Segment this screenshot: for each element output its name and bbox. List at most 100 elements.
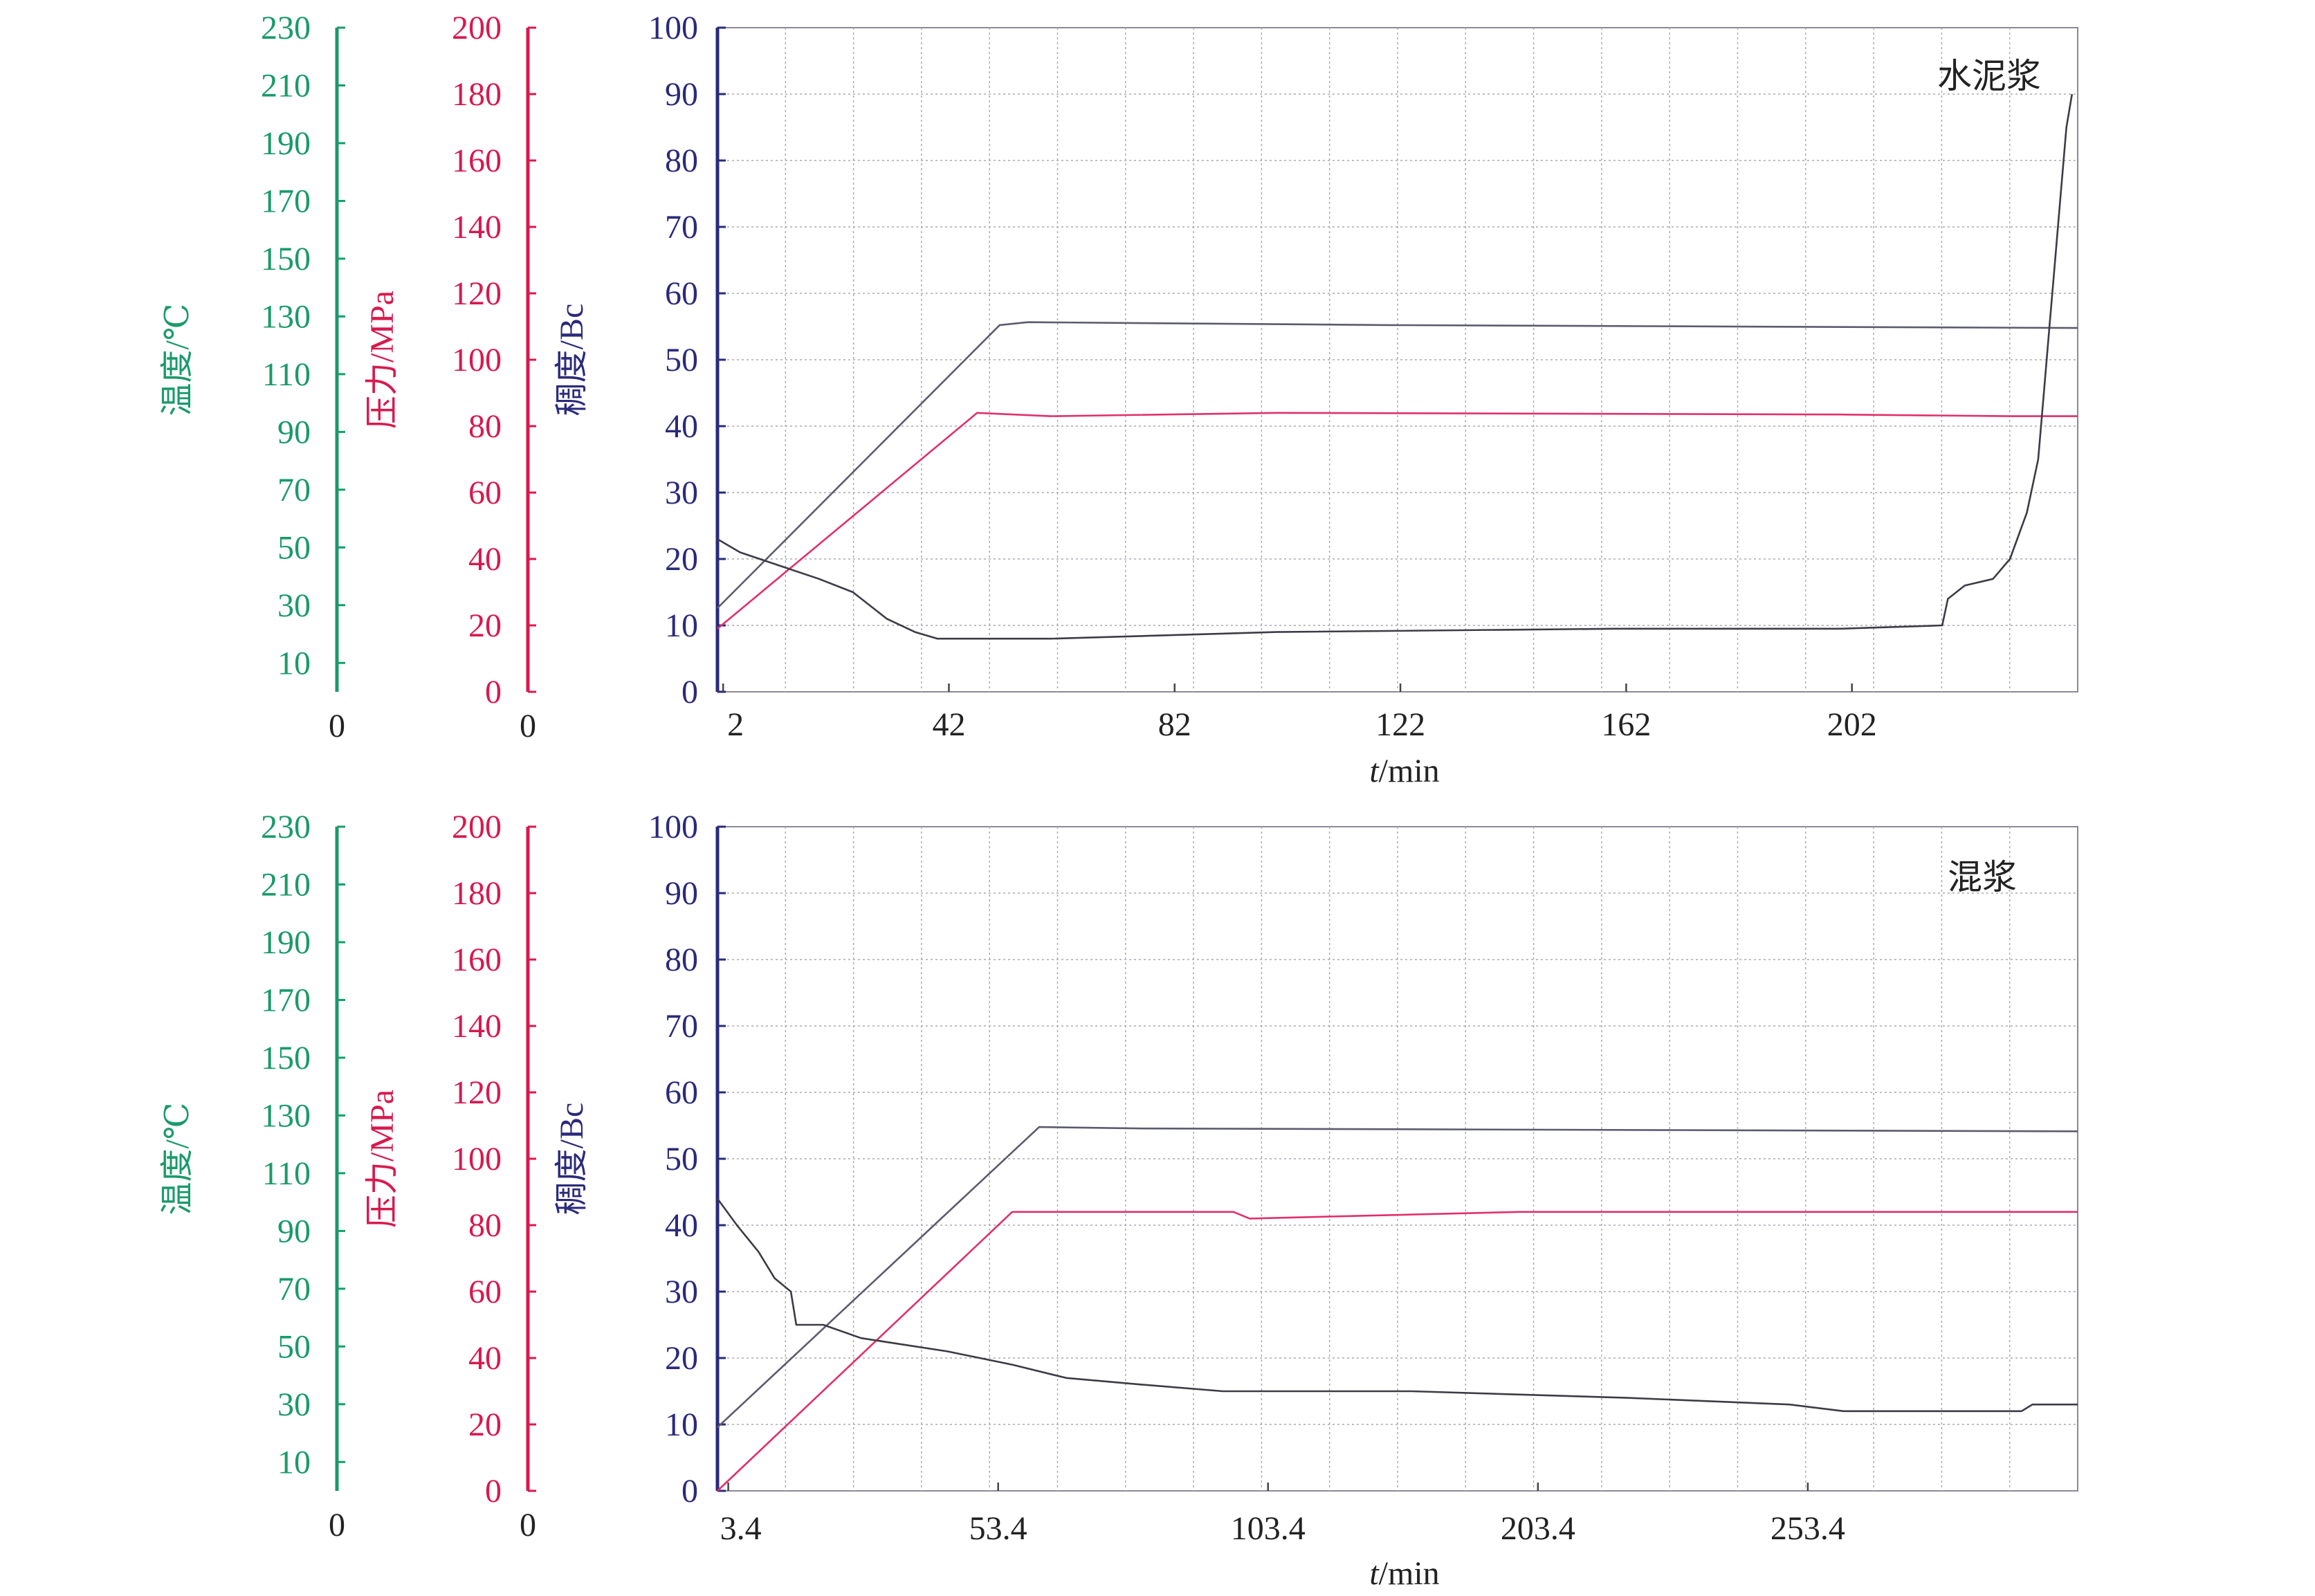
x-axis-tick-label: 202	[1827, 706, 1877, 743]
consistency-axis: 0 10 20 30 40 50 60 70 80 90 100	[648, 809, 726, 1510]
temperature-axis-tick-label: 90	[277, 414, 311, 450]
temperature-axis-tick-label: 70	[277, 1271, 311, 1308]
pressure-axis-min-label: 0	[520, 1507, 536, 1543]
temperature-axis-tick-label: 110	[262, 356, 311, 393]
temperature-axis-min-label: 0	[329, 708, 345, 744]
chart-title: 水泥浆	[1937, 57, 2041, 95]
pressure-axis-tick-label: 20	[468, 607, 502, 644]
x-axis-title-unit: /min	[1379, 1555, 1440, 1592]
chart-title: 混浆	[1948, 858, 2017, 897]
temperature-axis-tick-label: 150	[261, 241, 311, 277]
pressure-axis-tick-label: 180	[452, 875, 502, 912]
temperature-series-line	[717, 321, 2078, 609]
x-axis-tick-label: 103.4	[1231, 1510, 1306, 1547]
pressure-axis-tick-label: 20	[468, 1406, 502, 1443]
consistency-axis-tick-label: 100	[648, 809, 698, 845]
pressure-axis: 0 20 40 60 80 100 120 140 160 180 200 0	[452, 809, 536, 1543]
x-axis-tick-label: 253.4	[1770, 1510, 1845, 1547]
consistency-axis-title: 稠度/Bc	[553, 1103, 590, 1216]
x-axis-tick-label: 122	[1375, 706, 1425, 743]
consistency-axis-tick-label: 0	[681, 674, 698, 710]
x-axis-title-var: t	[1369, 1555, 1380, 1592]
chart-panel-1: 1030507090110130150170190210230002040608…	[159, 10, 2078, 789]
x-axis-tick-label: 42	[932, 706, 965, 743]
consistency-axis-tick-label: 40	[665, 1207, 698, 1244]
pressure-axis-tick-label: 120	[452, 275, 502, 312]
pressure-axis-title: 压力/MPa	[364, 291, 401, 429]
temperature-axis-tick-label: 50	[277, 1328, 311, 1365]
pressure-series-line	[717, 412, 2078, 630]
pressure-axis-tick-label: 0	[485, 674, 502, 710]
temperature-axis-tick-label: 130	[261, 298, 311, 335]
pressure-series-line	[717, 1211, 2078, 1492]
temperature-axis-tick-label: 10	[277, 1444, 311, 1480]
consistency-series-line	[716, 1198, 2078, 1413]
temperature-axis-tick-label: 190	[261, 125, 311, 162]
pressure-axis-tick-label: 160	[452, 942, 502, 978]
pressure-axis-tick-label: 100	[452, 342, 502, 378]
pressure-axis-tick-label: 80	[468, 408, 502, 445]
consistency-axis-tick-label: 90	[665, 875, 698, 912]
consistency-axis-tick-label: 80	[665, 143, 698, 179]
pressure-axis-tick-label: 140	[452, 1008, 502, 1045]
consistency-axis-tick-label: 30	[665, 1274, 698, 1310]
chart-panel-2: 1030507090110130150170190210230002040608…	[159, 809, 2078, 1592]
x-axis-title-unit: /min	[1379, 753, 1440, 789]
temperature-axis-tick-label: 210	[261, 67, 311, 104]
consistency-axis-tick-label: 90	[665, 76, 698, 113]
pressure-axis: 0 20 40 60 80 100 120 140 160 180 200 0	[452, 10, 536, 744]
temperature-axis-min-label: 0	[329, 1507, 345, 1543]
x-axis-tick-label: 162	[1601, 706, 1651, 743]
temperature-axis-tick-label: 50	[277, 529, 311, 566]
pressure-axis-tick-label: 60	[468, 475, 502, 511]
consistency-axis-tick-label: 10	[665, 1406, 698, 1443]
temperature-axis-tick-label: 210	[261, 866, 311, 903]
pressure-axis-tick-label: 0	[485, 1473, 502, 1510]
grid	[717, 827, 2078, 1491]
consistency-axis-tick-label: 60	[665, 1074, 698, 1111]
consistency-axis-tick-label: 60	[665, 275, 698, 312]
x-axis-title: t/min	[1369, 753, 1439, 789]
x-axis-title: t/min	[1369, 1555, 1439, 1592]
temperature-axis: 10 30 50 70 90 110 130 150 170 190 210 230 0	[261, 10, 345, 744]
pressure-axis-tick-label: 60	[468, 1274, 502, 1310]
temperature-axis-tick-label: 30	[277, 1386, 311, 1423]
temperature-axis-title: 温度/℃	[159, 303, 196, 416]
pressure-axis-tick-label: 140	[452, 209, 502, 246]
temperature-axis-tick-label: 170	[261, 982, 311, 1018]
pressure-axis-tick-label: 180	[452, 76, 502, 113]
consistency-axis-tick-label: 50	[665, 1141, 698, 1177]
consistency-axis-tick-label: 80	[665, 942, 698, 978]
x-axis: 2 42 82 122 162 202 t/min	[722, 684, 1877, 789]
pressure-axis-tick-label: 200	[452, 809, 502, 845]
pressure-axis-tick-label: 100	[452, 1141, 502, 1177]
temperature-axis-tick-label: 230	[261, 809, 311, 845]
x-axis-tick-label: 203.4	[1501, 1510, 1575, 1547]
consistency-axis-tick-label: 20	[665, 1340, 698, 1377]
consistency-series-line	[717, 93, 2074, 640]
x-axis-title-var: t	[1369, 753, 1380, 789]
pressure-axis-tick-label: 40	[468, 541, 502, 578]
consistency-axis-tick-label: 100	[648, 10, 698, 46]
consistency-axis-tick-label: 70	[665, 209, 698, 246]
x-axis: 3.4 53.4 103.4 203.4 253.4 t/min	[720, 1483, 1845, 1592]
pressure-axis-tick-label: 160	[452, 143, 502, 179]
x-axis-tick-label: 82	[1158, 706, 1191, 743]
consistency-axis-tick-label: 10	[665, 607, 698, 644]
pressure-axis-tick-label: 80	[468, 1207, 502, 1244]
temperature-axis: 10 30 50 70 90 110 130 150 170 190 210 230 0	[261, 809, 345, 1543]
temperature-axis-tick-label: 110	[262, 1155, 311, 1192]
pressure-axis-min-label: 0	[520, 708, 536, 744]
consistency-axis-tick-label: 30	[665, 475, 698, 511]
pressure-axis-tick-label: 40	[468, 1340, 502, 1377]
consistency-axis-tick-label: 50	[665, 342, 698, 378]
temperature-series-line	[717, 1126, 2078, 1429]
consistency-axis: 0 10 20 30 40 50 60 70 80 90 100	[648, 10, 726, 710]
pressure-axis-tick-label: 200	[452, 10, 502, 46]
consistency-axis-title: 稠度/Bc	[553, 304, 590, 416]
consistency-axis-tick-label: 20	[665, 541, 698, 578]
pressure-axis-title: 压力/MPa	[364, 1090, 401, 1228]
temperature-axis-tick-label: 170	[261, 183, 311, 219]
temperature-axis-tick-label: 230	[261, 10, 311, 46]
